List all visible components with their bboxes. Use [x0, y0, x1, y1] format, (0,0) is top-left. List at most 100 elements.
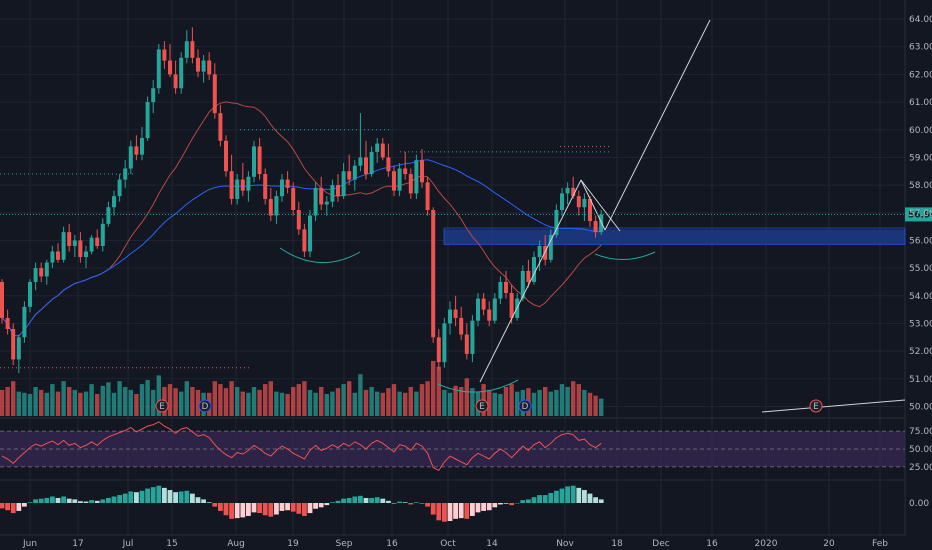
macd-histogram-bar: [66, 498, 72, 503]
macd-histogram-bar: [117, 495, 122, 503]
candle-body: [291, 187, 296, 210]
macd-histogram-bar: [593, 497, 598, 503]
trend-line: [604, 19, 711, 231]
volume-bar: [447, 392, 453, 416]
candle-body: [190, 41, 195, 58]
volume-bar: [257, 389, 262, 416]
macd-histogram-bar: [492, 503, 498, 508]
volume-bar: [167, 384, 173, 416]
macd-histogram-bar: [414, 502, 419, 503]
volume-bar: [436, 366, 441, 416]
earnings-marker[interactable]: [155, 399, 169, 413]
macd-histogram-bar: [548, 492, 554, 503]
time-tick-label: 19: [287, 539, 299, 549]
macd-histogram-bar: [475, 503, 481, 513]
price-tick-label: 64.00: [909, 15, 932, 25]
candle-body: [280, 179, 284, 197]
candle-body: [16, 337, 21, 360]
candle-body: [50, 251, 55, 263]
earnings-marker[interactable]: [475, 399, 489, 413]
macd-histogram-bar: [234, 503, 240, 519]
price-tick-label: 54.00: [909, 292, 932, 302]
macd-histogram-bar: [442, 503, 447, 522]
rsi-line: [1, 421, 602, 472]
candle-body: [554, 210, 559, 235]
candle-body: [565, 187, 570, 194]
earnings-marker[interactable]: [809, 399, 823, 413]
volume-bar: [419, 384, 425, 416]
volume-bar: [139, 384, 145, 416]
dividend-marker[interactable]: [198, 399, 212, 413]
volume-bar: [408, 387, 413, 416]
candle-body: [408, 174, 413, 194]
macd-histogram-bar: [296, 503, 302, 514]
candle-body: [548, 234, 553, 260]
macd-histogram-bar: [5, 503, 10, 511]
candle-body: [543, 245, 548, 260]
volume-bar: [11, 381, 16, 416]
candle-body: [257, 146, 262, 175]
macd-histogram-bar: [408, 503, 414, 505]
macd-histogram-bar: [55, 497, 61, 503]
volume-bar: [16, 391, 21, 416]
macd-histogram-bar: [531, 497, 537, 503]
volume-bar: [212, 381, 217, 416]
candle-body: [504, 281, 508, 294]
time-tick-label: 20: [823, 539, 835, 549]
current-price-badge: [905, 207, 932, 222]
candle-body: [162, 49, 167, 61]
macd-histogram-bar: [302, 503, 307, 516]
volume-bar: [89, 384, 94, 416]
candle-body: [397, 168, 402, 191]
volume-bar: [442, 389, 447, 416]
candle-body: [352, 165, 357, 180]
candle-body: [520, 270, 525, 299]
time-tick-label: 2020: [755, 539, 778, 549]
macd-histogram-bar: [106, 497, 111, 503]
volume-bar: [576, 384, 581, 416]
dividend-marker[interactable]: [518, 399, 532, 413]
volume-bar: [582, 389, 587, 416]
macd-histogram-bar: [318, 503, 324, 508]
rsi-tick-label: 25.00: [909, 463, 932, 473]
volume-bar: [195, 389, 201, 416]
volume-bar: [543, 387, 548, 416]
candle-body: [5, 317, 10, 329]
macd-histogram-bar: [369, 497, 374, 503]
macd-tick-label: 0.00: [909, 499, 929, 509]
macd-histogram-bar: [598, 499, 604, 503]
candle-body: [319, 187, 324, 205]
candle-body: [128, 146, 133, 169]
price-tick-label: 50.00: [909, 402, 932, 412]
volume-bar: [55, 391, 61, 416]
candle-body: [330, 185, 335, 202]
candle-body: [106, 207, 111, 224]
candle-body: [487, 309, 492, 321]
volume-bar: [307, 389, 313, 416]
macd-histogram-bar: [173, 492, 178, 503]
macd-histogram-bar: [206, 502, 212, 503]
rsi-tick-label: 50.00: [909, 445, 932, 455]
candle-body: [84, 251, 88, 258]
candle-body: [537, 245, 542, 258]
volume-bar: [537, 389, 542, 416]
macd-histogram-bar: [162, 487, 167, 503]
macd-histogram-bar: [274, 503, 279, 515]
candle-body: [173, 74, 178, 89]
trend-line: [479, 179, 582, 383]
candle-body: [464, 334, 469, 354]
candle-body: [470, 320, 475, 354]
candle-body: [117, 179, 122, 197]
volume-bar: [5, 387, 10, 416]
macd-histogram-bar: [251, 503, 257, 513]
volume-bar: [0, 389, 5, 416]
volume-bar: [380, 392, 385, 416]
candle-body: [0, 281, 4, 318]
event-marker-label: E: [813, 402, 819, 412]
candle-body: [67, 232, 72, 246]
macd-histogram-bar: [268, 503, 274, 517]
time-tick-label: Sep: [336, 539, 353, 549]
price-zone-border: [443, 227, 906, 245]
volume-bar: [515, 391, 520, 416]
